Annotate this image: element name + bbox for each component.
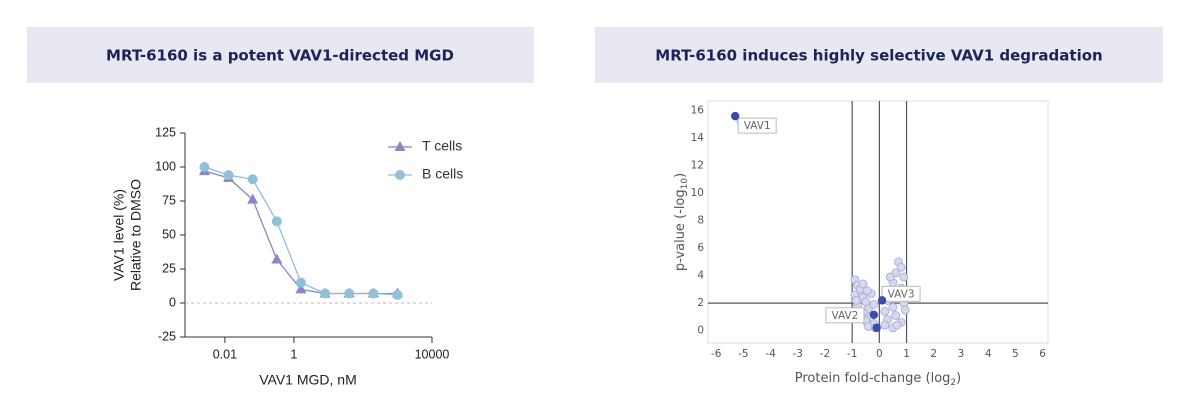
y-tick-label: 2 (697, 297, 704, 309)
label-sub: 10 (680, 178, 690, 190)
data-point (271, 253, 283, 264)
data-point (888, 302, 898, 312)
chart-title: MRT-6160 induces highly selective VAV1 d… (655, 47, 1102, 65)
data-point (885, 272, 895, 282)
x-tick-label: 5 (1012, 348, 1019, 360)
data-point (392, 289, 403, 300)
legend-label: B cells (422, 166, 463, 182)
series-line (204, 166, 398, 296)
data-point (295, 277, 306, 288)
x-tick-label: 3 (958, 348, 965, 360)
data-point (247, 193, 259, 204)
data-point (271, 216, 282, 227)
label-box (825, 307, 865, 324)
data-point (900, 305, 910, 315)
y-tick-label: 4 (697, 270, 704, 282)
legend-marker (395, 170, 405, 180)
x-tick-label: 2 (930, 348, 937, 360)
legend-marker (394, 141, 406, 151)
point-label: VAV2 (831, 310, 858, 322)
data-point (344, 288, 355, 299)
plot-frame (707, 100, 1049, 344)
label-part: p-value (-log (673, 189, 688, 271)
label-box (737, 117, 777, 134)
data-point (858, 279, 868, 289)
header-box (27, 27, 534, 83)
chart-title: MRT-6160 is a potent VAV1-directed MGD (106, 47, 454, 65)
point-label: VAV3 (888, 288, 915, 300)
data-point (295, 283, 307, 294)
y-tick-label: 14 (691, 132, 705, 144)
x-tick-label: -5 (738, 348, 748, 360)
x-tick-label: 0.01 (213, 347, 237, 361)
data-point (199, 162, 210, 172)
data-point (851, 295, 861, 305)
x-tick-label: 1 (903, 348, 910, 360)
data-point (880, 320, 890, 330)
y-axis-label: Relative to DMSO (128, 179, 144, 291)
data-point (891, 311, 901, 320)
label-box (881, 285, 921, 302)
y-tick-label: 8 (697, 215, 704, 227)
x-tick-label: 0 (876, 348, 883, 360)
label-sub: 2 (950, 378, 956, 388)
y-tick-label: -25 (158, 329, 176, 343)
y-tick-label: 100 (155, 159, 176, 173)
legend-label: T cells (422, 138, 462, 154)
x-axis-label: Protein fold-change (log2) (795, 371, 961, 388)
data-point (872, 323, 881, 333)
series-line (204, 170, 398, 295)
data-point (899, 272, 909, 282)
data-point (223, 170, 234, 181)
label-part: ) (673, 173, 688, 178)
data-point (892, 320, 902, 330)
data-point (877, 296, 887, 305)
point-label: VAV1 (744, 120, 771, 132)
x-tick-label: 4 (985, 348, 992, 360)
y-tick-label: 12 (691, 160, 704, 172)
y-tick-label: 0 (697, 325, 704, 337)
y-tick-label: 75 (162, 193, 176, 207)
y-tick-label: 6 (697, 242, 704, 254)
data-point (896, 262, 906, 272)
x-tick-label: -3 (793, 348, 803, 360)
y-tick-label: 16 (691, 105, 705, 117)
data-point (368, 288, 379, 299)
x-tick-label: -1 (847, 348, 857, 360)
x-tick-label: -2 (820, 348, 830, 360)
label-part: Protein fold-change (log (795, 371, 951, 386)
label-part: ) (956, 371, 961, 386)
x-axis-label: VAV1 MGD, nM (259, 372, 357, 388)
y-tick-label: 10 (691, 187, 704, 199)
y-axis-label: p-value (-log10) (673, 173, 690, 271)
y-axis-label: VAV1 level (%) (111, 189, 127, 281)
x-tick-label: -6 (711, 348, 722, 360)
data-point (320, 288, 331, 299)
x-tick-label: 1 (290, 347, 297, 361)
x-tick-label: -4 (765, 348, 776, 360)
data-point (731, 111, 740, 121)
y-tick-label: 50 (162, 227, 176, 241)
y-tick-label: 125 (155, 125, 176, 139)
x-tick-label: 10000 (415, 347, 450, 361)
y-tick-label: 0 (169, 295, 176, 309)
data-point (869, 310, 879, 320)
data-point (880, 306, 890, 316)
x-tick-label: 6 (1039, 348, 1046, 360)
header-box (595, 27, 1163, 83)
y-tick-label: 25 (162, 261, 176, 275)
data-point (247, 174, 258, 185)
data-point (869, 300, 879, 309)
data-point (862, 286, 872, 296)
